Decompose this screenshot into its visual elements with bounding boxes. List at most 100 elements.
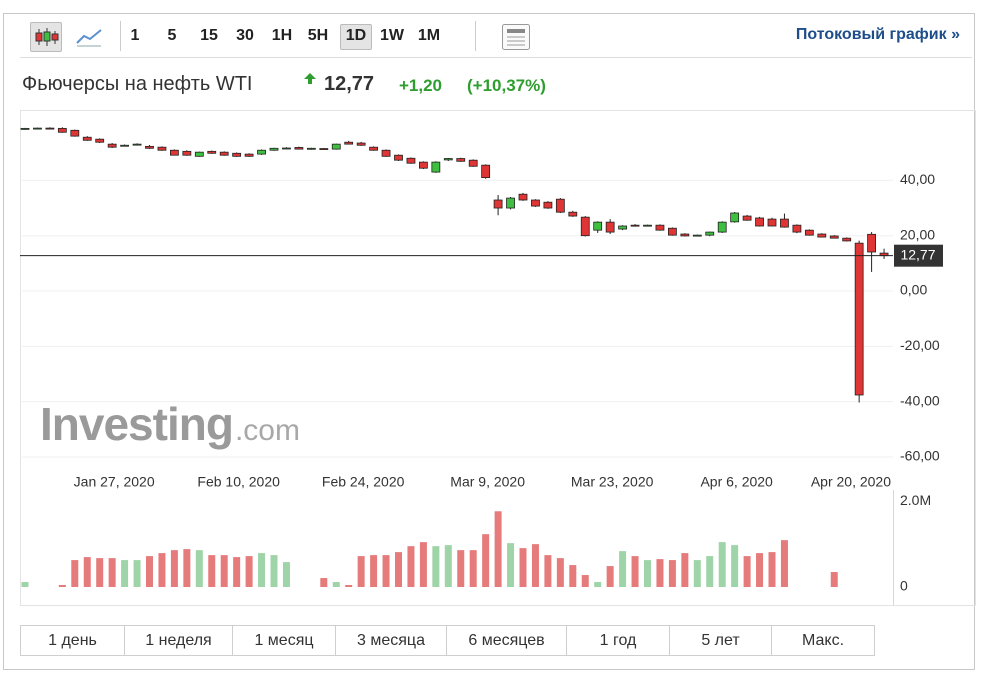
candle-body: [356, 142, 366, 146]
interval-button[interactable]: 1M: [417, 27, 441, 44]
candle-body: [605, 221, 615, 233]
volume-bar: [407, 546, 415, 587]
candle-body: [232, 152, 242, 157]
candle-body: [282, 147, 291, 150]
volume-bar: [96, 558, 104, 587]
range-button[interactable]: 1 день: [20, 625, 125, 656]
x-tick-label: Apr 6, 2020: [700, 474, 773, 490]
volume-bar: [581, 575, 589, 587]
candle-body: [643, 224, 652, 227]
range-button[interactable]: 3 месяца: [335, 625, 447, 656]
instrument-title: Фьючерсы на нефть WTI: [22, 73, 253, 95]
separator: [120, 21, 121, 51]
volume-bar: [768, 552, 776, 587]
volume-bar: [743, 556, 751, 587]
volume-bar: [208, 555, 216, 587]
candle-body: [20, 127, 30, 130]
interval-button[interactable]: 1: [130, 27, 140, 44]
change: +1,20: [399, 76, 443, 95]
price: 12,77: [324, 73, 375, 95]
candle-body: [194, 151, 204, 157]
volume-bar: [631, 556, 639, 587]
volume-bar: [718, 542, 726, 587]
volume-bar: [569, 565, 577, 587]
volume-bar: [21, 582, 29, 587]
candle-body: [145, 145, 154, 149]
streaming-chart-link[interactable]: Потоковый график »: [795, 26, 960, 43]
y-tick-label: -20,00: [900, 337, 940, 353]
candle-body: [406, 157, 416, 164]
candle-body: [593, 221, 603, 231]
table-icon[interactable]: [501, 23, 531, 51]
range-button[interactable]: 1 месяц: [232, 625, 336, 656]
candle-body: [555, 198, 565, 213]
volume-tick-label: 0: [900, 578, 908, 594]
candle-body: [468, 159, 478, 167]
volume-bar: [332, 582, 340, 587]
y-tick-label: 40,00: [900, 171, 935, 187]
last-price-label: 12,77: [900, 246, 935, 262]
volume-bar: [619, 551, 627, 587]
last-price-box: [894, 244, 943, 267]
interval-button[interactable]: 1W: [380, 27, 404, 44]
line-icon[interactable]: [75, 25, 103, 49]
volume-bar: [158, 553, 166, 587]
range-button[interactable]: 5 лет: [669, 625, 772, 656]
interval-button[interactable]: 1D: [340, 24, 372, 50]
candle-body: [630, 224, 640, 227]
candle-body: [568, 211, 578, 217]
volume-bar: [457, 550, 465, 587]
volume-bar: [108, 558, 116, 587]
volume-bar: [121, 560, 129, 587]
range-button[interactable]: Макс.: [771, 625, 875, 656]
volume-bar: [656, 559, 664, 587]
volume-bar: [320, 578, 328, 587]
candle-body: [829, 235, 839, 239]
interval-button[interactable]: 5: [167, 27, 177, 44]
volume-bar: [830, 572, 838, 587]
candle-body: [705, 231, 715, 236]
y-tick-label: -60,00: [900, 448, 940, 464]
volume-bar: [507, 543, 515, 587]
volume-bar: [606, 566, 614, 587]
volume-bar: [706, 556, 714, 587]
range-button[interactable]: 1 неделя: [124, 625, 233, 656]
interval-button[interactable]: 5H: [307, 27, 329, 44]
candle-body: [692, 234, 702, 237]
y-tick-label: 0,00: [900, 282, 927, 298]
volume-bar: [345, 584, 353, 587]
candle-body: [369, 146, 379, 151]
candle-body: [418, 161, 428, 169]
change-percent: (+10,37%): [467, 76, 546, 95]
x-tick-label: Apr 20, 2020: [811, 474, 891, 490]
plot-frame: [20, 110, 976, 606]
candle-body: [817, 233, 827, 238]
candle-icon[interactable]: [30, 22, 62, 52]
candle-body: [668, 227, 677, 236]
candle-body: [481, 164, 491, 179]
interval-button[interactable]: 1H: [271, 27, 293, 44]
volume-bar: [170, 550, 178, 587]
candle-body: [767, 218, 777, 227]
range-button[interactable]: 6 месяцев: [446, 625, 567, 656]
volume-bar: [731, 545, 739, 587]
interval-button[interactable]: 30: [236, 27, 254, 44]
candle-body: [842, 237, 852, 242]
candle-body: [207, 150, 217, 154]
range-button[interactable]: 1 год: [566, 625, 670, 656]
x-tick-label: Mar 23, 2020: [571, 474, 654, 490]
candle-body: [618, 225, 627, 230]
icon: [35, 28, 59, 46]
volume-bar: [482, 534, 490, 587]
volume-bar: [195, 550, 203, 587]
candle-body: [580, 216, 590, 237]
volume-bar: [233, 557, 241, 587]
candle-body: [680, 233, 690, 237]
volume-bar: [469, 550, 477, 587]
volume-bar: [432, 546, 440, 587]
candle-body: [182, 150, 192, 156]
interval-button[interactable]: 15: [200, 27, 218, 44]
y-tick-label: 20,00: [900, 226, 935, 242]
volume-bar: [183, 549, 191, 587]
